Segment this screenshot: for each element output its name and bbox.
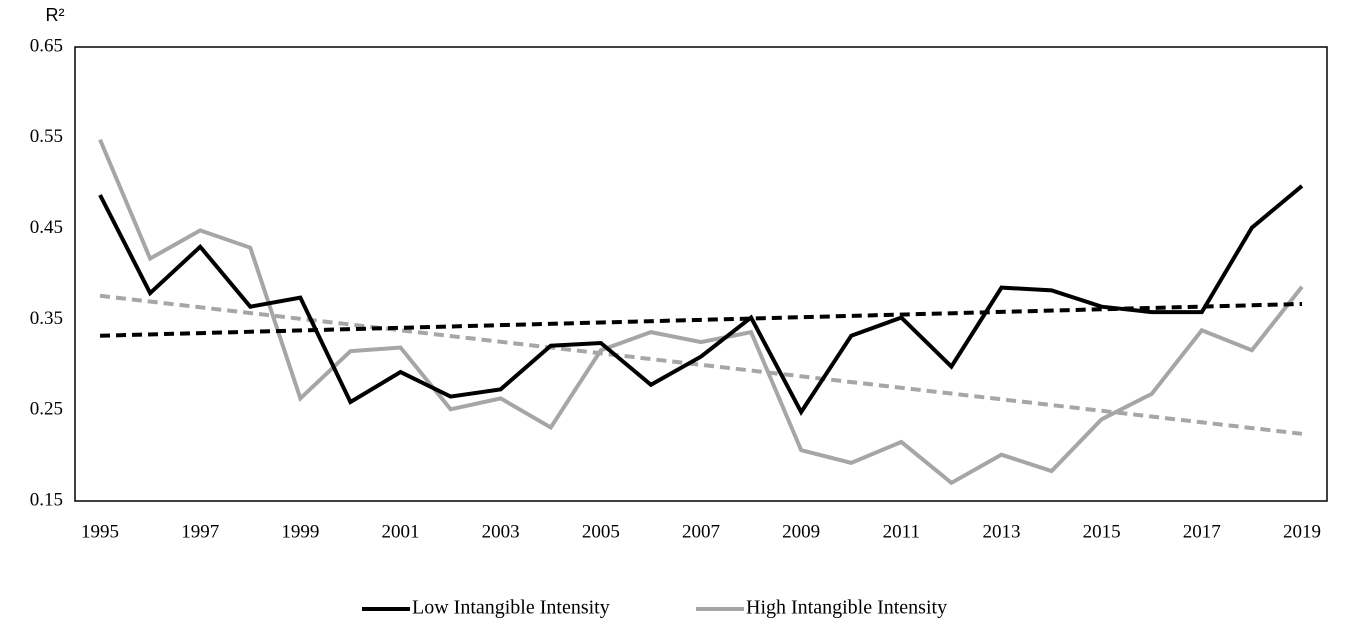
x-tick-label: 2005 xyxy=(582,521,620,542)
y-tick-label: 0.25 xyxy=(30,399,63,420)
x-tick-label: 2011 xyxy=(883,521,920,542)
y-tick-label: 0.65 xyxy=(30,35,63,56)
x-tick-label: 1995 xyxy=(81,521,119,542)
trendline xyxy=(99,293,1303,436)
y-axis-label: R² xyxy=(46,5,65,25)
x-tick-label: 2017 xyxy=(1183,521,1221,542)
x-tick-label: 2009 xyxy=(782,521,820,542)
y-tick-label: 0.15 xyxy=(30,489,63,510)
y-tick-label: 0.35 xyxy=(30,308,63,329)
y-tick-label: 0.45 xyxy=(30,217,63,238)
x-tick-label: 2013 xyxy=(982,521,1020,542)
y-tick-label: 0.55 xyxy=(30,126,63,147)
x-tick-label: 1999 xyxy=(281,521,319,542)
legend-label: Low Intangible Intensity xyxy=(412,597,610,619)
x-tick-label: 2015 xyxy=(1083,521,1121,542)
data-line xyxy=(98,138,1304,486)
x-tick-label: 2019 xyxy=(1283,521,1321,542)
data-line xyxy=(98,184,1304,416)
x-tick-label: 2007 xyxy=(682,521,720,542)
plot-frame xyxy=(74,46,1328,502)
legend-label: High Intangible Intensity xyxy=(746,597,947,619)
x-tick-label: 1997 xyxy=(181,521,219,542)
x-tick-label: 2001 xyxy=(382,521,420,542)
x-tick-label: 2003 xyxy=(482,521,520,542)
trendline xyxy=(99,301,1303,338)
